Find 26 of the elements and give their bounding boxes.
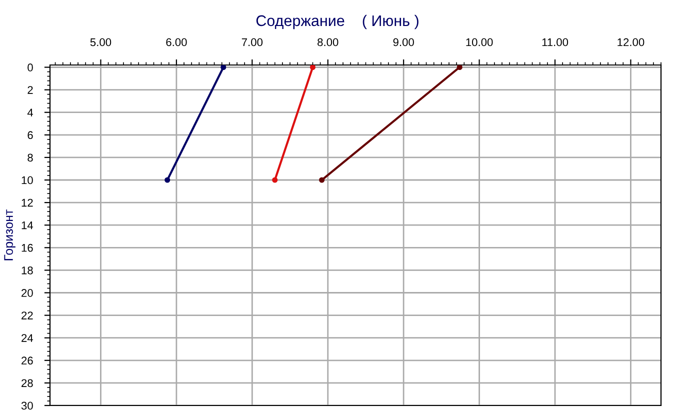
x-tick-label: 8.00 <box>318 38 338 46</box>
y-tick-label: 28 <box>22 379 33 388</box>
y-tick-label: 18 <box>22 266 33 274</box>
y-tick-label: 8 <box>28 154 33 162</box>
y-tick-label: 2 <box>28 86 33 94</box>
y-tick-label: 12 <box>22 198 33 207</box>
y-axis-title: Горизонт <box>4 209 16 260</box>
y-tick-label: 4 <box>27 108 34 116</box>
y-tick-label: 24 <box>22 334 34 342</box>
y-tick-label: 10 <box>22 176 33 184</box>
x-tick-label: 6.00 <box>166 38 187 46</box>
y-tick-label: 20 <box>22 289 33 297</box>
y-tick-label: 16 <box>22 244 33 252</box>
chart-title: Содержание ( Июнь ) <box>256 14 418 30</box>
x-tick-label: 11.00 <box>542 38 568 46</box>
y-tick-label: 30 <box>21 402 33 410</box>
x-tick-label: 9.00 <box>393 38 414 46</box>
x-tick-label: 10.00 <box>466 38 493 46</box>
y-tick-label: 26 <box>22 356 33 365</box>
x-tick-label: 5.00 <box>90 38 112 46</box>
y-tick-label: 6 <box>28 131 33 140</box>
x-tick-label: 7.00 <box>242 38 263 46</box>
x-tick-label: 12.00 <box>618 38 644 46</box>
y-tick-label: 14 <box>22 221 34 230</box>
y-tick-label: 0 <box>28 64 33 72</box>
y-tick-label: 22 <box>22 312 33 320</box>
